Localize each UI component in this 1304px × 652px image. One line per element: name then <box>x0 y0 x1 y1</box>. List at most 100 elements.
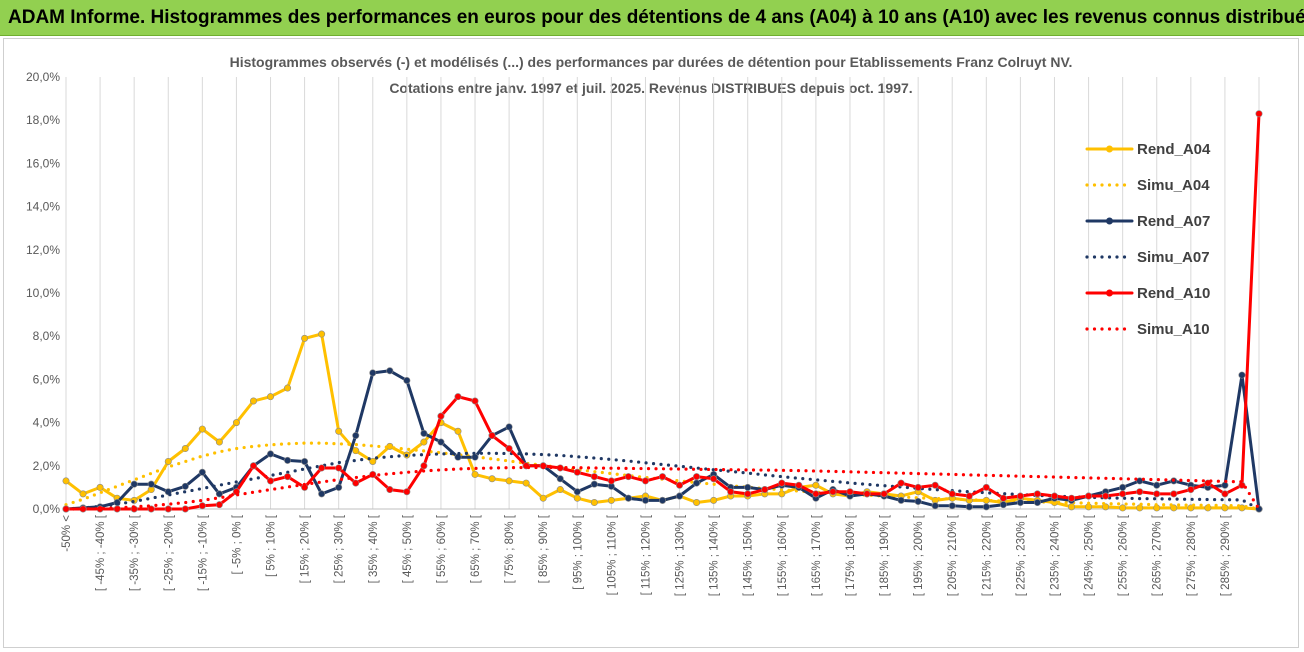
data-point <box>914 497 922 505</box>
x-tick-label: [ 205% ; 210% [ <box>947 514 959 596</box>
chart-subtitle: Cotations entre janv. 1997 et juil. 2025… <box>389 80 912 96</box>
data-point <box>710 475 718 483</box>
data-point <box>948 490 956 498</box>
x-tick-label: [ 125% ; 130% [ <box>675 514 687 596</box>
data-point <box>948 502 956 510</box>
series-Simu_A10 <box>64 465 1261 511</box>
data-point <box>1170 490 1178 498</box>
data-point <box>693 479 701 487</box>
legend-marker <box>1106 145 1113 153</box>
data-point <box>420 462 428 470</box>
data-point <box>267 393 275 401</box>
y-tick-label: 4,0% <box>33 416 61 430</box>
legend-label: Simu_A07 <box>1137 249 1210 266</box>
legend-label: Rend_A07 <box>1137 213 1210 230</box>
data-point <box>982 503 990 511</box>
data-point <box>624 494 632 502</box>
data-point <box>267 477 275 485</box>
data-point <box>1119 483 1127 491</box>
x-tick-label: [ 25% ; 30% [ <box>334 514 346 583</box>
data-point <box>573 488 581 496</box>
y-tick-label: 16,0% <box>26 156 60 170</box>
data-point <box>164 505 172 513</box>
x-tick-label: [ 45% ; 50% [ <box>402 514 414 583</box>
data-point <box>215 501 223 509</box>
data-point <box>505 423 513 431</box>
x-tick-label: [ -15% ; -10% [ <box>197 514 209 591</box>
series-Rend_A07 <box>62 367 1263 513</box>
data-point <box>1170 504 1178 512</box>
legend-marker <box>1106 217 1113 225</box>
data-point <box>658 496 666 504</box>
y-tick-label: 20,0% <box>26 70 60 84</box>
chart-title: Histogrammes observés (-) et modélisés (… <box>230 54 1073 70</box>
data-point <box>744 483 752 491</box>
legend-item: Simu_A04 <box>1085 177 1210 194</box>
data-point <box>1016 499 1024 507</box>
data-point <box>999 501 1007 509</box>
data-point <box>471 470 479 478</box>
data-point <box>778 490 786 498</box>
chart-frame: Histogrammes observés (-) et modélisés (… <box>3 38 1299 648</box>
series-line <box>64 112 1261 511</box>
data-point <box>284 473 292 481</box>
data-point <box>897 479 905 487</box>
data-point <box>1136 477 1144 485</box>
data-point <box>96 483 104 491</box>
data-point <box>710 496 718 504</box>
data-point <box>778 479 786 487</box>
data-point <box>795 481 803 489</box>
series-group <box>62 110 1263 513</box>
data-point <box>744 490 752 498</box>
legend-item: Rend_A07 <box>1085 213 1210 230</box>
data-point <box>965 503 973 511</box>
data-point <box>249 462 257 470</box>
x-tick-label: [ 35% ; 40% [ <box>368 514 380 583</box>
x-tick-label: [ 15% ; 20% [ <box>300 514 312 583</box>
x-tick-label: [ 175% ; 180% [ <box>845 514 857 596</box>
data-point <box>181 505 189 513</box>
data-point <box>403 376 411 384</box>
x-tick-label: [ 85% ; 90% [ <box>538 514 550 583</box>
data-point <box>693 473 701 481</box>
legend-label: Rend_A04 <box>1137 141 1211 158</box>
data-point <box>880 490 888 498</box>
data-point <box>369 369 377 377</box>
data-point <box>1255 110 1263 118</box>
y-tick-label: 6,0% <box>33 372 61 386</box>
data-point <box>641 477 649 485</box>
data-point <box>147 505 155 513</box>
x-tick-label: -50% < <box>61 515 73 552</box>
legend-label: Simu_A04 <box>1137 177 1210 194</box>
x-tick-label: [ 185% ; 190% [ <box>879 514 891 596</box>
data-point <box>164 457 172 465</box>
y-tick-label: 14,0% <box>26 200 60 214</box>
data-point <box>693 499 701 507</box>
data-point <box>420 429 428 437</box>
y-axis: 0,0% 2,0% 4,0% 6,0% 8,0% 10,0% 12,0% 14,0% 16,0%… <box>26 70 60 516</box>
x-tick-label: [ 195% ; 200% [ <box>913 514 925 596</box>
data-point <box>181 482 189 490</box>
data-point <box>1068 503 1076 511</box>
x-tick-label: [ 215% ; 220% [ <box>981 514 993 596</box>
data-point <box>352 479 360 487</box>
data-point <box>658 473 666 481</box>
data-point <box>1136 488 1144 496</box>
data-point <box>999 494 1007 502</box>
data-point <box>556 475 564 483</box>
data-point <box>914 483 922 491</box>
data-point <box>727 488 735 496</box>
data-point <box>897 496 905 504</box>
x-tick-label: [ 165% ; 170% [ <box>811 514 823 596</box>
x-tick-label: [ 5% ; 10% [ <box>266 514 278 577</box>
data-point <box>1102 492 1110 500</box>
x-tick-label: [ 245% ; 250% [ <box>1084 514 1096 596</box>
data-point <box>1221 490 1229 498</box>
data-point <box>931 481 939 489</box>
data-point <box>1033 490 1041 498</box>
data-point <box>1050 492 1058 500</box>
data-point <box>863 490 871 498</box>
data-point <box>1102 503 1110 511</box>
data-point <box>590 473 598 481</box>
